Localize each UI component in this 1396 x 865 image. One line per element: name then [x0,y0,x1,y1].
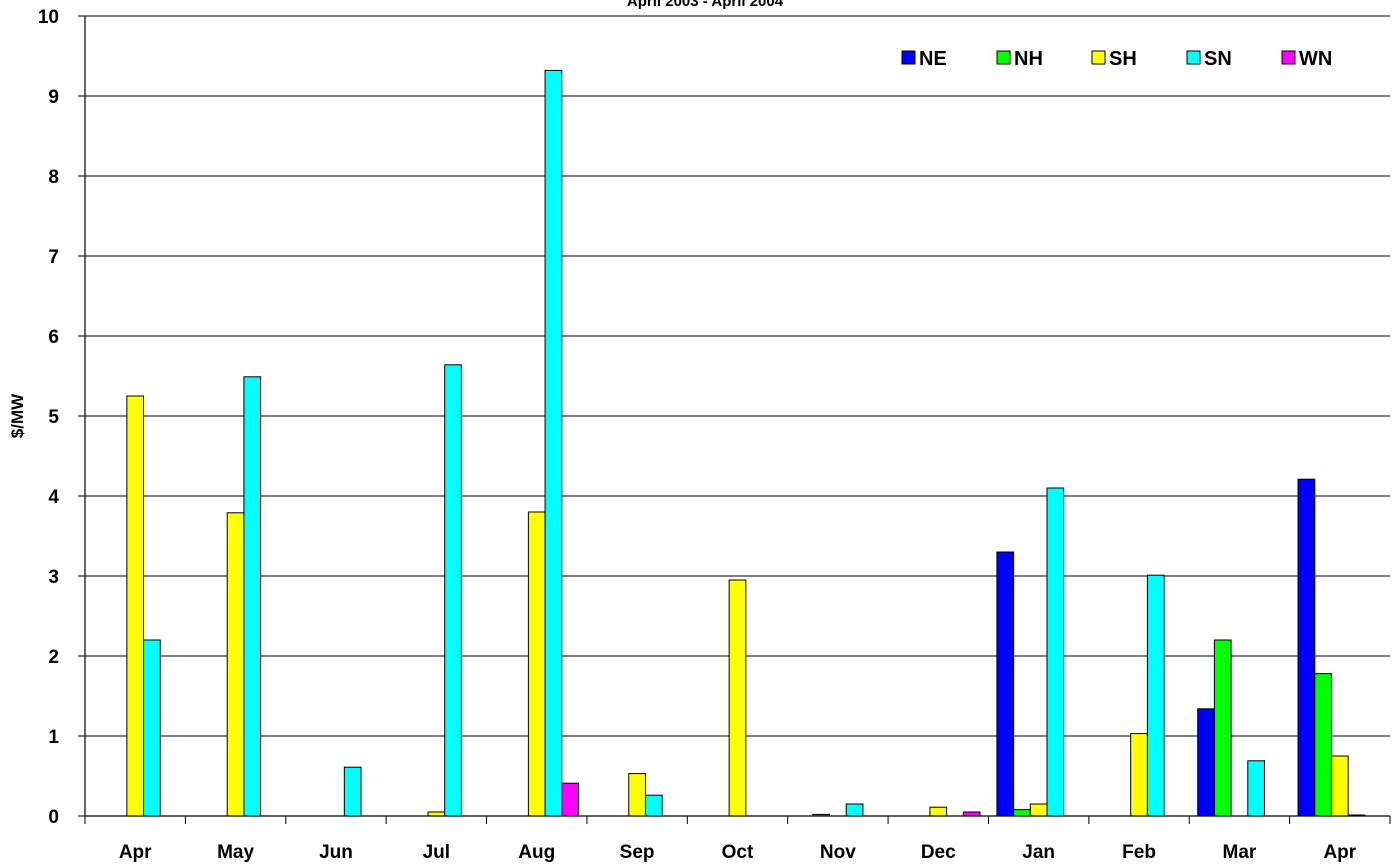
legend-swatch [1186,50,1201,65]
bar-sh-apr [126,395,145,817]
y-axis-title: $/MW [8,393,27,438]
legend-label: NE [919,48,947,70]
bar-sn-sep [644,794,663,817]
y-tick-labels: 0 1 2 3 4 5 6 7 8 9 10 [38,7,60,828]
bar-wn-aug [561,782,579,817]
bar-sh-feb [1130,733,1148,817]
legend-label: NH [1014,48,1043,70]
bar-sn-feb [1146,574,1165,817]
y-tick-label: 5 [48,407,59,428]
x-tick-label: Aug [518,842,555,863]
bar-sn-mar [1247,760,1265,817]
bars [126,69,1366,817]
y-tick-label: 0 [48,807,59,828]
bar-sn-jul [444,364,462,817]
legend: NE NH SH SN WN [901,48,1332,70]
bar-sh-oct [728,579,747,817]
bar-ne-apr [1297,478,1316,817]
x-tick-label: Mar [1223,842,1257,863]
bar-sn-jun [343,766,362,817]
y-tick-label: 3 [48,567,59,588]
x-tick-label: Nov [820,842,856,863]
x-tick-label: Jul [423,842,450,863]
legend-item-ne: NE [901,48,947,70]
bar-sh-sep [628,773,646,817]
chart-title: April 2003 - April 2004 [627,0,784,10]
x-tick-label: Dec [921,842,956,863]
legend-label: SH [1109,48,1137,70]
bar-sh-aug [527,511,546,817]
bar-sh-jan [1029,803,1048,817]
x-tick-label: Feb [1122,842,1156,863]
bar-sh-dec [929,806,948,817]
bar-ne-jan [996,551,1015,817]
axes [78,15,1391,824]
bar-sn-nov [845,803,864,817]
y-tick-label: 10 [38,7,59,28]
x-tick-label: Sep [620,842,655,863]
x-tick-label: Jun [319,842,353,863]
bar-ne-mar [1197,708,1215,817]
legend-label: WN [1299,48,1332,70]
legend-swatch [1091,50,1106,65]
y-tick-label: 8 [48,167,59,188]
bar-sh-apr [1330,755,1349,817]
x-tick-label: Apr [1323,842,1356,863]
bar-sn-apr [143,639,161,817]
legend-swatch [901,50,916,65]
y-tick-label: 1 [48,727,59,748]
x-tick-label: May [217,842,254,863]
bar-nh-apr [1314,673,1332,817]
gridlines [85,15,1390,737]
bar-sh-may [226,512,245,817]
legend-item-nh: NH [996,48,1043,70]
y-tick-label: 2 [48,647,59,668]
y-tick-label: 6 [48,327,59,348]
legend-swatch [996,50,1011,65]
y-tick-label: 4 [48,487,59,508]
y-tick-label: 9 [48,87,59,108]
x-tick-label: Oct [722,842,754,863]
bar-nh-mar [1213,639,1232,817]
legend-item-sn: SN [1186,48,1232,70]
bar-sn-may [243,376,262,817]
legend-label: SN [1204,48,1232,70]
x-tick-label: Apr [119,842,152,863]
x-tick-label: Jan [1022,842,1055,863]
legend-swatch [1281,50,1296,65]
bar-sn-jan [1046,487,1065,817]
legend-item-sh: SH [1091,48,1137,70]
y-tick-label: 7 [48,247,59,268]
legend-item-wn: WN [1281,48,1332,70]
x-tick-labels: Apr May Jun Jul Aug Sep Oct Nov Dec Jan Feb Mar Apr [119,842,1357,863]
bar-sn-aug [544,69,563,817]
bar-nh-jan [1013,809,1031,817]
